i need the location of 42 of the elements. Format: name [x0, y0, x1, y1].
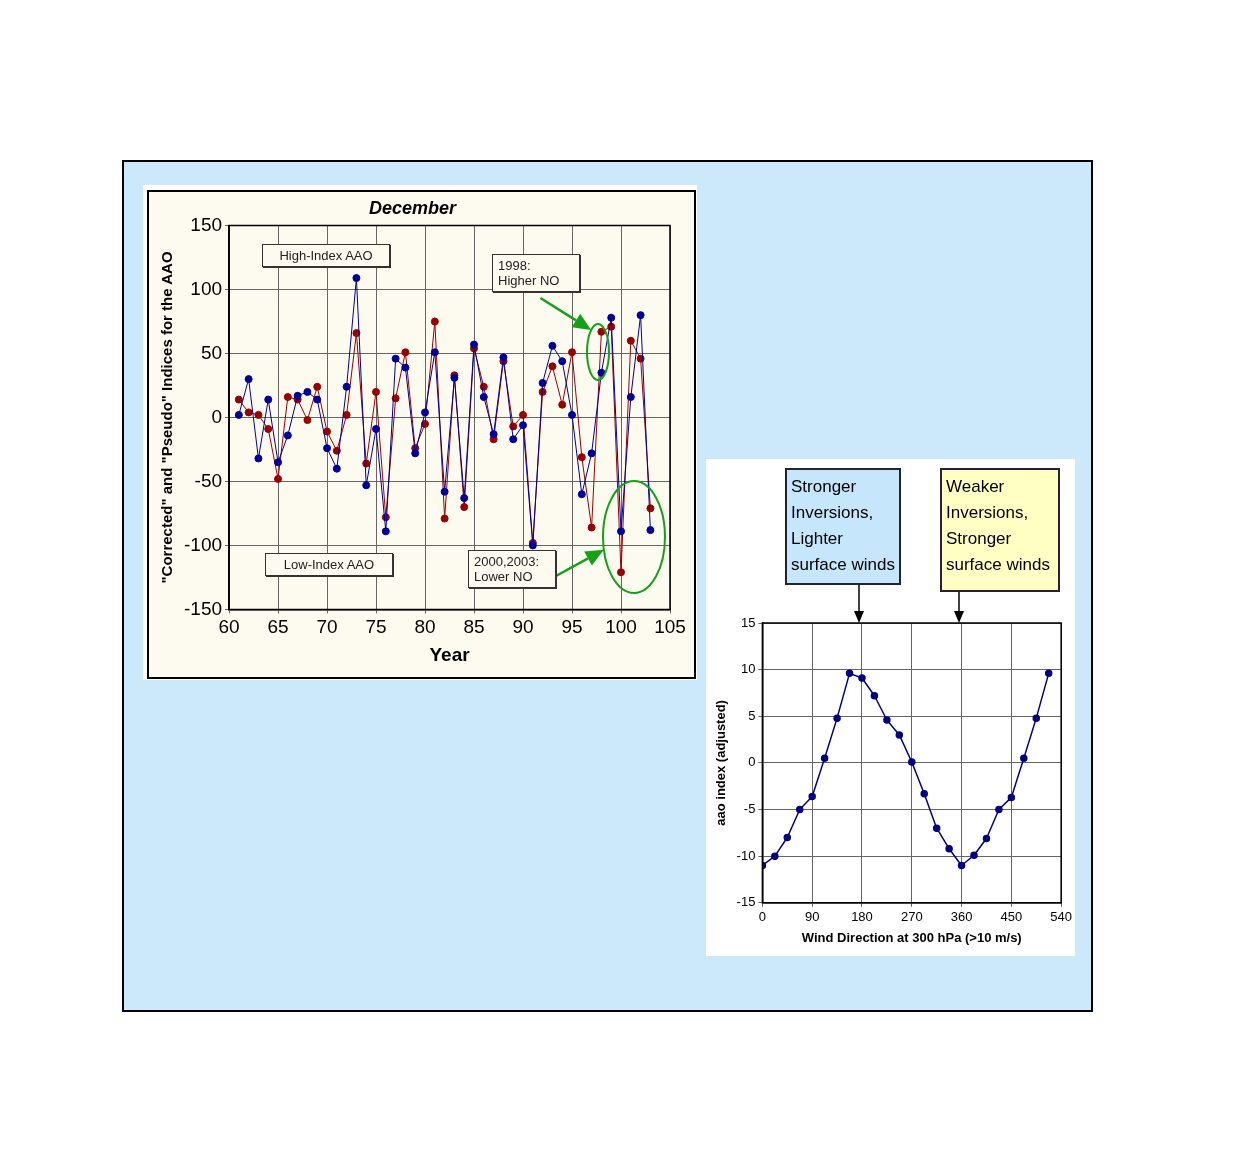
x-tick-label: 80 [414, 616, 436, 638]
y-tick-label: -100 [184, 533, 223, 555]
text: Weaker Inversions, Stronger surface winds [946, 477, 1050, 574]
x-tick-label: 270 [900, 909, 923, 925]
x-tick-label: 450 [1000, 909, 1023, 925]
x-tick-label: 85 [463, 616, 485, 638]
y-tick-label: 10 [740, 661, 756, 677]
x-tick-label: 90 [804, 909, 820, 925]
y-tick-label: 0 [748, 754, 756, 770]
y-axis-title: aao index (adjusted) [713, 700, 729, 826]
y-axis-title: "Corrected" and "Pseudo" Indices for the AAO [158, 251, 176, 584]
y-tick-label: 15 [740, 614, 756, 630]
annotation: 1998: Higher NO [498, 258, 560, 288]
y-tick-label: -50 [194, 469, 223, 491]
y-tick-label: 150 [190, 213, 223, 235]
y-tick-label: 50 [200, 341, 223, 363]
y-tick-label: -15 [736, 894, 756, 910]
y-tick-label: -10 [736, 847, 756, 863]
chart-title: December [368, 197, 458, 218]
x-tick-label: 105 [654, 616, 686, 638]
y-tick-label: -150 [184, 597, 223, 619]
y-tick-label: 100 [190, 277, 223, 299]
y-tick-label: 0 [211, 405, 223, 427]
x-tick-label: 360 [950, 909, 973, 925]
x-tick-label: 100 [605, 616, 637, 638]
x-tick-label: 540 [1050, 909, 1073, 925]
x-tick-label: 75 [365, 616, 387, 638]
text: Stronger Inversions, Lighter surface winds [791, 477, 895, 574]
x-axis-title: Year [429, 643, 471, 665]
x-tick-label: 60 [218, 616, 240, 638]
annotation: 2000,2003: Lower NO [474, 554, 540, 584]
x-tick-label: 65 [267, 616, 289, 638]
x-tick-label: 0 [758, 909, 767, 925]
x-tick-label: 90 [512, 616, 534, 638]
x-axis-title: Wind Direction at 300 hPa (>10 m/s) [801, 929, 1022, 945]
x-tick-label: 70 [316, 616, 338, 638]
y-tick-label: 5 [748, 707, 756, 723]
annotation: High-Index AAO [279, 248, 373, 263]
x-tick-label: 180 [851, 909, 873, 925]
annotation: Low-Index AAO [283, 557, 375, 572]
x-tick-label: 95 [561, 616, 583, 638]
y-tick-label: -5 [743, 801, 756, 817]
